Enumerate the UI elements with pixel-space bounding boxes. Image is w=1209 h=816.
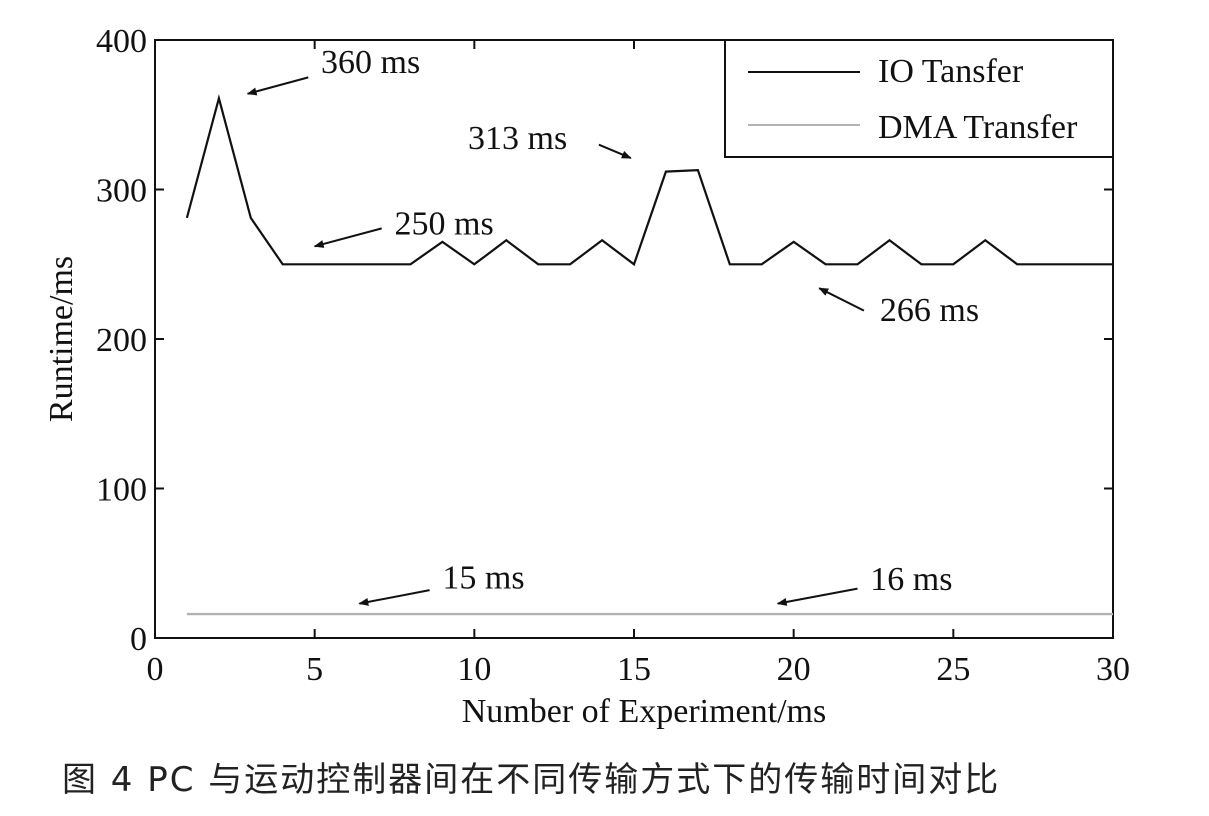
y-tick-label: 0 (130, 621, 147, 658)
x-tick-label: 5 (306, 651, 323, 688)
legend-box (724, 39, 1114, 158)
annotation-label: 360 ms (321, 44, 420, 81)
series-layer (185, 94, 1113, 616)
annotation-arrow (358, 589, 430, 606)
y-tick-label: 300 (96, 173, 147, 210)
y-tick-label: 200 (96, 322, 147, 359)
x-tick-label: 15 (617, 651, 651, 688)
legend-label-dma: DMA Transfer (878, 109, 1078, 146)
annotation-arrow (776, 587, 858, 606)
annotation-arrow (598, 143, 632, 160)
figure-caption: 图 4 PC 与运动控制器间在不同传输方式下的传输时间对比 (62, 760, 1001, 800)
annotation-label: 313 ms (468, 120, 567, 157)
x-tick-label: 25 (936, 651, 970, 688)
x-tick-label: 20 (777, 651, 811, 688)
x-tick-label: 30 (1096, 651, 1130, 688)
legend: IO Tansfer DMA Transfer (724, 39, 1114, 158)
annotation-label: 15 ms (442, 560, 524, 597)
series-line-io-transfer (185, 94, 1113, 267)
y-tick-label: 100 (96, 472, 147, 509)
annotation-label: 266 ms (880, 292, 979, 329)
x-tick-label: 10 (457, 651, 491, 688)
annotation-label: 16 ms (870, 561, 952, 598)
annotation-layer: 360 ms 313 ms 250 ms 266 ms 15 ms 16 ms (246, 44, 979, 606)
y-tick-label: 400 (96, 23, 147, 60)
y-axis-label: Runtime/ms (43, 256, 80, 422)
annotation-arrow (246, 76, 309, 96)
x-axis-label: Number of Experiment/ms (462, 693, 826, 730)
annotation-arrow (818, 287, 865, 312)
x-tick-label: 0 (147, 651, 164, 688)
annotation-label: 250 ms (395, 205, 494, 242)
legend-label-io: IO Tansfer (878, 53, 1024, 90)
annotation-arrow (313, 227, 382, 248)
